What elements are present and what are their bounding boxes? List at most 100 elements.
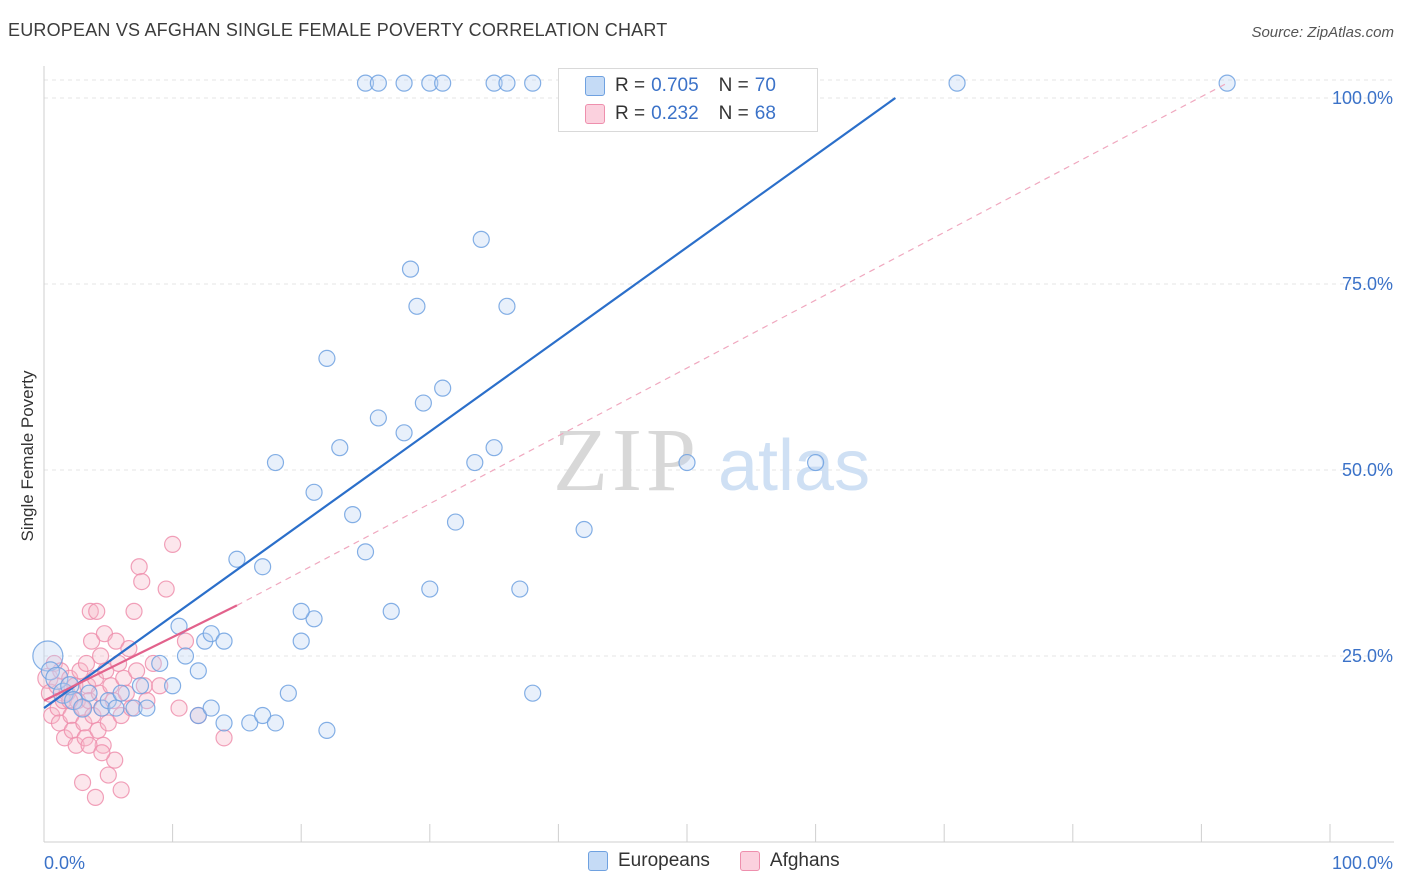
european-point — [254, 706, 272, 725]
afghan-point — [157, 580, 175, 598]
european-point — [228, 550, 246, 568]
y-tick-label: 75.0% — [1342, 274, 1393, 294]
european-point — [241, 714, 259, 732]
legend-row-afghans: R = 0.232 N = 68 — [585, 101, 796, 127]
european-point — [472, 230, 490, 248]
european-point — [266, 714, 285, 732]
afghan-point — [133, 572, 151, 591]
legend-n-value: 68 — [754, 103, 776, 124]
european-point — [446, 513, 465, 531]
europeans-trendline — [43, 97, 896, 709]
afghan-point — [107, 632, 125, 650]
european-point — [189, 706, 207, 725]
grid-lines — [44, 79, 1394, 657]
afghan-point — [170, 699, 188, 717]
stats-legend: R = 0.705 N = 70 R = 0.232 N = 68 — [558, 68, 818, 132]
european-point — [434, 74, 452, 92]
european-point — [421, 580, 439, 598]
series-legend: Europeans Afghans — [588, 850, 870, 872]
european-point — [331, 439, 349, 457]
europeans-label: Europeans — [618, 850, 710, 871]
y-axis-label: Single Female Poverty — [18, 370, 37, 542]
legend-row-europeans: R = 0.705 N = 70 — [585, 73, 796, 99]
european-point — [485, 74, 503, 92]
european-point — [356, 74, 375, 92]
european-point — [434, 379, 452, 397]
afghan-point — [106, 751, 124, 769]
european-point — [466, 453, 484, 472]
afghans-swatch — [739, 851, 760, 871]
european-point — [421, 74, 439, 92]
european-point — [151, 654, 169, 673]
y-tick-label: 25.0% — [1342, 646, 1393, 666]
european-point — [356, 543, 375, 561]
legend-r-value: 0.232 — [651, 103, 699, 124]
european-point — [524, 684, 542, 702]
european-points — [32, 74, 1236, 740]
afghan-point — [86, 788, 105, 806]
afghans-trend-extension — [236, 82, 1228, 606]
source-label: Source: ZipAtlas.com — [1251, 24, 1394, 41]
afghan-point — [99, 714, 117, 732]
european-point — [279, 684, 297, 702]
european-point — [369, 74, 387, 92]
afghan-point — [164, 535, 182, 554]
european-point — [948, 74, 966, 92]
axes — [43, 66, 1394, 843]
legend-r-value: 0.705 — [651, 75, 699, 96]
legend-item-europeans[interactable]: Europeans — [588, 850, 710, 872]
x-tick-label-min: 0.0% — [44, 853, 85, 873]
tick-labels: 25.0% 50.0% 75.0% 100.0% 0.0% 100.0% — [44, 88, 1393, 873]
legend-swatch-europeans — [585, 76, 605, 96]
legend-item-afghans[interactable]: Afghans — [739, 850, 840, 872]
european-point — [511, 580, 529, 598]
european-point — [395, 74, 413, 92]
european-point — [80, 684, 98, 702]
legend-n-label: N = — [718, 103, 749, 124]
european-point — [305, 610, 323, 628]
trend-lines — [43, 82, 1228, 709]
afghan-point — [112, 781, 130, 799]
european-point — [112, 684, 130, 702]
european-point — [107, 699, 125, 717]
afghan-point — [130, 558, 148, 576]
european-point — [266, 453, 285, 472]
afghan-point — [215, 729, 233, 747]
european-point — [72, 698, 93, 718]
legend-swatch-afghans — [585, 104, 605, 124]
european-point — [305, 483, 323, 501]
european-point — [292, 602, 310, 620]
european-point — [524, 74, 542, 92]
european-point — [382, 602, 400, 620]
afghan-point — [82, 632, 101, 650]
european-point — [1218, 74, 1236, 92]
legend-n-value: 70 — [754, 75, 776, 96]
european-point — [138, 699, 156, 717]
legend-r-label: R = — [615, 75, 646, 96]
european-point — [189, 662, 207, 680]
european-point — [202, 625, 220, 643]
y-tick-label: 50.0% — [1342, 460, 1393, 480]
european-point — [131, 677, 150, 695]
afghan-point — [176, 632, 195, 650]
european-point — [408, 297, 426, 315]
afghan-point — [144, 654, 162, 673]
afghan-point — [115, 669, 133, 687]
european-point — [369, 409, 387, 427]
european-point — [215, 714, 233, 732]
chart-title: EUROPEAN VS AFGHAN SINGLE FEMALE POVERTY… — [8, 20, 668, 40]
european-point — [176, 647, 195, 665]
afghan-point — [127, 662, 146, 680]
afghan-point — [77, 654, 96, 673]
y-tick-label: 100.0% — [1332, 88, 1393, 108]
european-point — [485, 439, 503, 457]
european-point — [806, 453, 825, 472]
legend-r-label: R = — [615, 103, 646, 124]
european-point — [318, 349, 336, 367]
european-point — [164, 677, 182, 695]
european-point — [254, 558, 272, 576]
afghan-point — [88, 602, 106, 620]
european-point — [125, 699, 143, 717]
afghan-point — [91, 647, 110, 665]
